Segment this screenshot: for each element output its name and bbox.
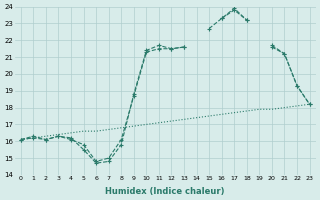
X-axis label: Humidex (Indice chaleur): Humidex (Indice chaleur)	[106, 187, 225, 196]
